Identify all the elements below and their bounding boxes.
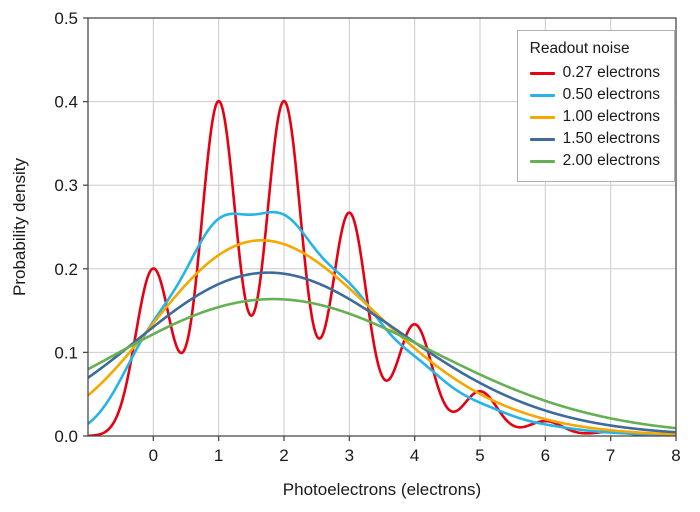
curve-1-00-electrons: [88, 239, 676, 436]
legend: Readout noise 0.27 electrons 0.50 electro…: [516, 30, 675, 182]
y-tick-label: 0.2: [54, 260, 78, 279]
legend-line-swatch: [529, 115, 555, 119]
x-axis-title: Photoelectrons (electrons): [282, 480, 482, 499]
legend-label: 1.00 electrons: [562, 108, 660, 125]
legend-item: 2.00 electrons: [529, 150, 660, 172]
legend-line-swatch: [529, 71, 555, 75]
curve-2-00-electrons: [88, 297, 676, 430]
plot-frame: [87, 17, 677, 437]
legend-label: 1.50 electrons: [562, 130, 660, 147]
tick-labels: 0 1 2 3 4 5 6 7 8 0.0 0.1 0.2 0.3 0.4 0.5: [54, 9, 680, 465]
x-tick-label: 1: [214, 446, 223, 465]
legend-label: 0.27 electrons: [562, 64, 660, 81]
curve-1-50-electrons: [88, 271, 676, 434]
data-curves: [88, 99, 676, 436]
legend-item: 1.00 electrons: [529, 106, 660, 128]
x-tick-label: 3: [345, 446, 354, 465]
y-axis-title: Probability density: [10, 158, 29, 296]
legend-label: 0.50 electrons: [562, 86, 660, 103]
curve-0-50-electrons: [88, 210, 676, 436]
x-tick-label: 6: [541, 446, 550, 465]
legend-item: 0.27 electrons: [529, 62, 660, 84]
y-tick-label: 0.1: [54, 343, 78, 362]
x-tick-label: 2: [279, 446, 288, 465]
x-tick-label: 5: [475, 446, 484, 465]
axis-ticks: [83, 17, 677, 441]
y-tick-label: 0.5: [54, 9, 78, 28]
y-tick-label: 0.3: [54, 176, 78, 195]
y-tick-label: 0.0: [54, 427, 78, 446]
legend-line-swatch: [529, 137, 555, 141]
legend-item: 0.50 electrons: [529, 84, 660, 106]
legend-label: 2.00 electrons: [562, 152, 660, 169]
legend-item: 1.50 electrons: [529, 128, 660, 150]
x-tick-label: 7: [606, 446, 615, 465]
legend-items: 0.27 electrons 0.50 electrons 1.00 electro…: [529, 62, 660, 172]
legend-title: Readout noise: [529, 40, 630, 57]
curve-0-27-electrons: [88, 99, 676, 436]
x-tick-label: 8: [671, 446, 680, 465]
x-tick-label: 0: [149, 446, 158, 465]
legend-line-swatch: [529, 159, 555, 163]
y-tick-label: 0.4: [54, 93, 78, 112]
legend-line-swatch: [529, 93, 555, 97]
x-tick-label: 4: [410, 446, 419, 465]
